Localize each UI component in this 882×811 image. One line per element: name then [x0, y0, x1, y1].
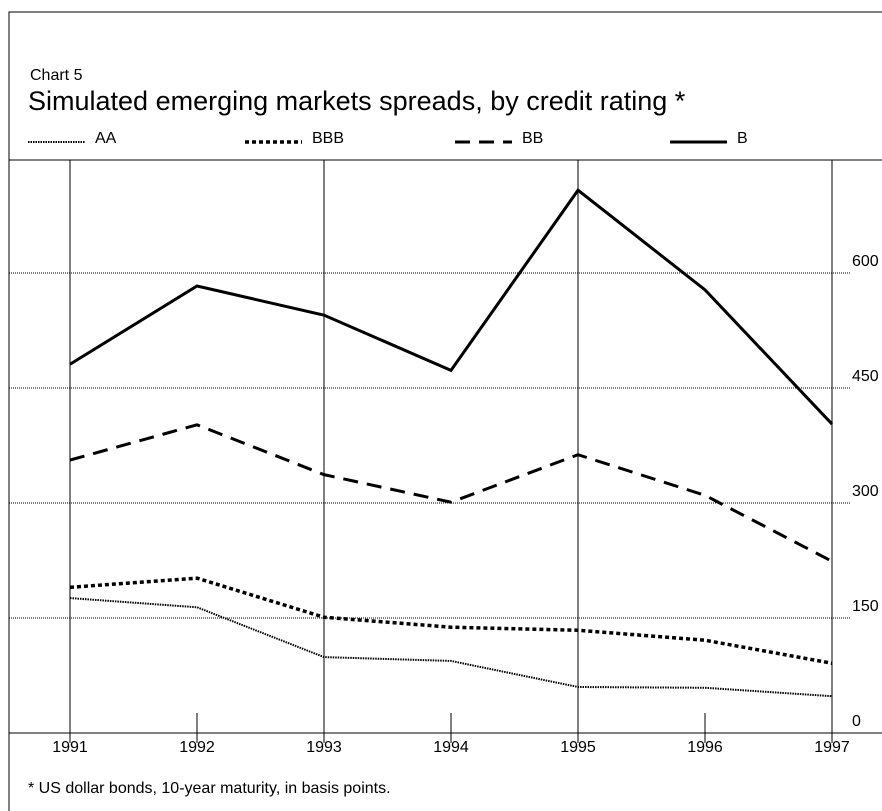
legend-label: BB — [522, 130, 543, 147]
y-tick-label: 450 — [852, 368, 879, 385]
series-line — [69, 576, 833, 665]
legend-label: BBB — [312, 130, 344, 147]
x-tick-label: 1996 — [687, 739, 723, 756]
series-line — [69, 188, 834, 426]
x-tick-label: 1993 — [306, 739, 342, 756]
footnote: * US dollar bonds, 10-year maturity, in … — [28, 780, 391, 797]
series-line — [69, 423, 833, 563]
y-tick-label: 150 — [852, 598, 879, 615]
x-tick-label: 1992 — [179, 739, 215, 756]
x-tick-label: 1991 — [52, 739, 88, 756]
chart-label: Chart 5 — [30, 67, 83, 84]
x-tick-label: 1997 — [814, 739, 850, 756]
x-tick-label: 1994 — [433, 739, 469, 756]
y-tick-label: 300 — [852, 483, 879, 500]
y-tick-label: 0 — [852, 713, 861, 730]
x-tick-label: 1995 — [560, 739, 596, 756]
series-line — [69, 597, 833, 698]
chart-title: Simulated emerging markets spreads, by c… — [28, 86, 686, 116]
frame — [8, 11, 882, 811]
legend-label: B — [737, 130, 748, 147]
y-tick-label: 600 — [852, 253, 879, 270]
legend-label: AA — [95, 130, 117, 147]
